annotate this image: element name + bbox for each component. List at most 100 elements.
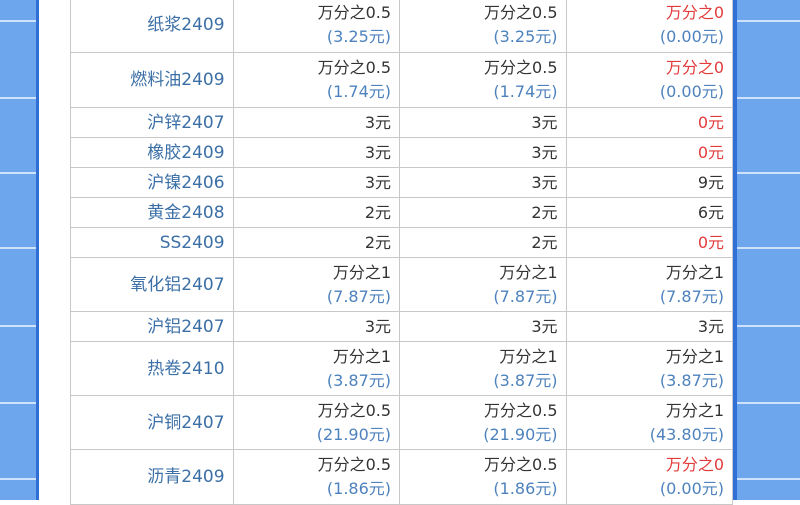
contract-name: 沥青2409 bbox=[70, 449, 234, 505]
fee-rate: 3元 bbox=[697, 316, 724, 336]
fee-cell: 2元 bbox=[399, 197, 567, 228]
background-gridline bbox=[737, 402, 800, 404]
fee-amount: (3.87元) bbox=[326, 370, 392, 390]
fee-rate: 3元 bbox=[531, 172, 558, 192]
table-row: 沥青2409 万分之0.5 (1.86元) 万分之0.5 (1.86元) 万分之0 (0.0… bbox=[70, 449, 733, 505]
table-row: 氧化铝2407 万分之1 (7.87元) 万分之1 (7.87元) 万分之1 (7.87元) bbox=[70, 257, 733, 312]
fee-cell: 万分之0.5 (21.90元) bbox=[399, 395, 567, 450]
fee-rate: 2元 bbox=[531, 232, 558, 252]
fee-cell: 万分之0.5 (21.90元) bbox=[232, 395, 401, 450]
fee-rate: 2元 bbox=[364, 202, 392, 222]
fee-cell: 3元 bbox=[399, 137, 567, 168]
fee-rate: 万分之1 bbox=[665, 262, 724, 282]
fee-rate: 万分之0.5 bbox=[484, 58, 558, 77]
fee-rate: 万分之0.5 bbox=[484, 3, 558, 22]
fee-rate: 6元 bbox=[697, 202, 724, 222]
fee-cell: 万分之1 (3.87元) bbox=[399, 341, 567, 396]
background-gridline bbox=[0, 172, 36, 174]
fee-rate: 万分之0.5 bbox=[484, 455, 558, 474]
contract-name: SS2409 bbox=[70, 227, 234, 258]
fee-cell: 万分之0.5 (1.74元) bbox=[399, 52, 567, 108]
fee-cell: 3元 bbox=[232, 137, 401, 168]
fee-amount: (7.87元) bbox=[659, 286, 724, 306]
fee-amount: (3.25元) bbox=[493, 27, 558, 46]
fee-cell: 万分之0.5 (1.86元) bbox=[399, 449, 567, 505]
fee-cell: 3元 bbox=[399, 107, 567, 138]
right-background-panel bbox=[733, 0, 800, 500]
fee-cell: 万分之0.5 (3.25元) bbox=[399, 0, 567, 53]
fee-amount: (1.74元) bbox=[493, 82, 558, 101]
table-row: 沪锌2407 3元 3元 0元 bbox=[70, 107, 733, 138]
table-row: 沪铝2407 3元 3元 3元 bbox=[70, 311, 733, 342]
fee-cell: 2元 bbox=[399, 227, 567, 258]
fee-amount: (3.87元) bbox=[659, 370, 724, 390]
fee-amount: (43.80元) bbox=[649, 424, 724, 444]
fee-rate: 万分之0 bbox=[665, 3, 724, 22]
fee-amount: (21.90元) bbox=[483, 424, 558, 444]
fee-rate: 万分之0.5 bbox=[317, 58, 392, 77]
fee-cell: 万分之0.5 (1.74元) bbox=[232, 52, 401, 108]
background-gridline bbox=[737, 478, 800, 480]
background-gridline bbox=[0, 325, 36, 327]
fee-rate: 万分之0 bbox=[665, 455, 724, 474]
fee-amount: (21.90元) bbox=[316, 424, 392, 444]
fee-rate: 2元 bbox=[364, 232, 392, 252]
contract-name: 热卷2410 bbox=[70, 341, 234, 396]
fee-rate: 万分之1 bbox=[665, 346, 724, 366]
fee-cell: 万分之0.5 (1.86元) bbox=[232, 449, 401, 505]
fee-rate: 3元 bbox=[364, 112, 392, 132]
fee-amount: (7.87元) bbox=[493, 286, 558, 306]
contract-name: 沪铝2407 bbox=[70, 311, 234, 342]
fee-rate: 2元 bbox=[531, 202, 558, 222]
fee-cell: 万分之1 (3.87元) bbox=[565, 341, 733, 396]
fee-rate: 3元 bbox=[531, 142, 558, 162]
table-row: 热卷2410 万分之1 (3.87元) 万分之1 (3.87元) 万分之1 (3.87元) bbox=[70, 341, 733, 396]
table-row: 燃料油2409 万分之0.5 (1.74元) 万分之0.5 (1.74元) 万分之0 (0.… bbox=[70, 52, 733, 108]
fee-cell: 0元 bbox=[565, 107, 733, 138]
fee-rate: 3元 bbox=[364, 142, 392, 162]
fee-rate: 0元 bbox=[697, 142, 724, 162]
fee-rate: 万分之0.5 bbox=[317, 455, 392, 474]
fee-cell: 3元 bbox=[232, 107, 401, 138]
fee-amount: (0.00元) bbox=[659, 479, 724, 498]
table-row: 黄金2408 2元 2元 6元 bbox=[70, 197, 733, 228]
table-row: 沪镍2406 3元 3元 9元 bbox=[70, 167, 733, 198]
background-gridline bbox=[737, 20, 800, 22]
table-row: 沪铜2407 万分之0.5 (21.90元) 万分之0.5 (21.90元) 万分之1 (4… bbox=[70, 395, 733, 450]
contract-name: 氧化铝2407 bbox=[70, 257, 234, 312]
fee-rate: 万分之0.5 bbox=[317, 400, 392, 420]
fee-cell: 3元 bbox=[399, 167, 567, 198]
fee-table: 纸浆2409 万分之0.5 (3.25元) 万分之0.5 (3.25元) 万分之0 (0.0… bbox=[70, 0, 733, 505]
fee-cell: 万分之1 (3.87元) bbox=[232, 341, 401, 396]
fee-cell: 3元 bbox=[232, 167, 401, 198]
background-gridline bbox=[0, 97, 36, 99]
left-background-panel bbox=[0, 0, 39, 500]
fee-cell: 万分之1 (43.80元) bbox=[565, 395, 733, 450]
fee-cell: 3元 bbox=[565, 311, 733, 342]
fee-rate: 3元 bbox=[531, 316, 558, 336]
table-row: SS2409 2元 2元 0元 bbox=[70, 227, 733, 258]
fee-rate: 3元 bbox=[364, 172, 392, 192]
fee-rate: 3元 bbox=[531, 112, 558, 132]
fee-cell: 万分之0 (0.00元) bbox=[565, 0, 733, 53]
fee-rate: 万分之1 bbox=[665, 400, 724, 420]
contract-name: 燃料油2409 bbox=[70, 52, 234, 108]
table-row: 橡胶2409 3元 3元 0元 bbox=[70, 137, 733, 168]
fee-rate: 万分之0.5 bbox=[484, 400, 558, 420]
fee-rate: 万分之0 bbox=[665, 58, 724, 77]
fee-cell: 万分之0 (0.00元) bbox=[565, 52, 733, 108]
fee-amount: (1.74元) bbox=[326, 82, 392, 101]
fee-cell: 万分之0.5 (3.25元) bbox=[232, 0, 401, 53]
background-gridline bbox=[0, 20, 36, 22]
background-gridline bbox=[0, 402, 36, 404]
fee-cell: 0元 bbox=[565, 137, 733, 168]
contract-name: 纸浆2409 bbox=[70, 0, 234, 53]
fee-cell: 2元 bbox=[232, 197, 401, 228]
fee-rate: 万分之1 bbox=[332, 262, 392, 282]
fee-amount: (0.00元) bbox=[659, 82, 724, 101]
table-row: 纸浆2409 万分之0.5 (3.25元) 万分之0.5 (3.25元) 万分之0 (0.0… bbox=[70, 0, 733, 53]
fee-amount: (0.00元) bbox=[659, 27, 724, 46]
fee-rate: 0元 bbox=[697, 232, 724, 252]
contract-name: 沪锌2407 bbox=[70, 107, 234, 138]
fee-cell: 0元 bbox=[565, 227, 733, 258]
